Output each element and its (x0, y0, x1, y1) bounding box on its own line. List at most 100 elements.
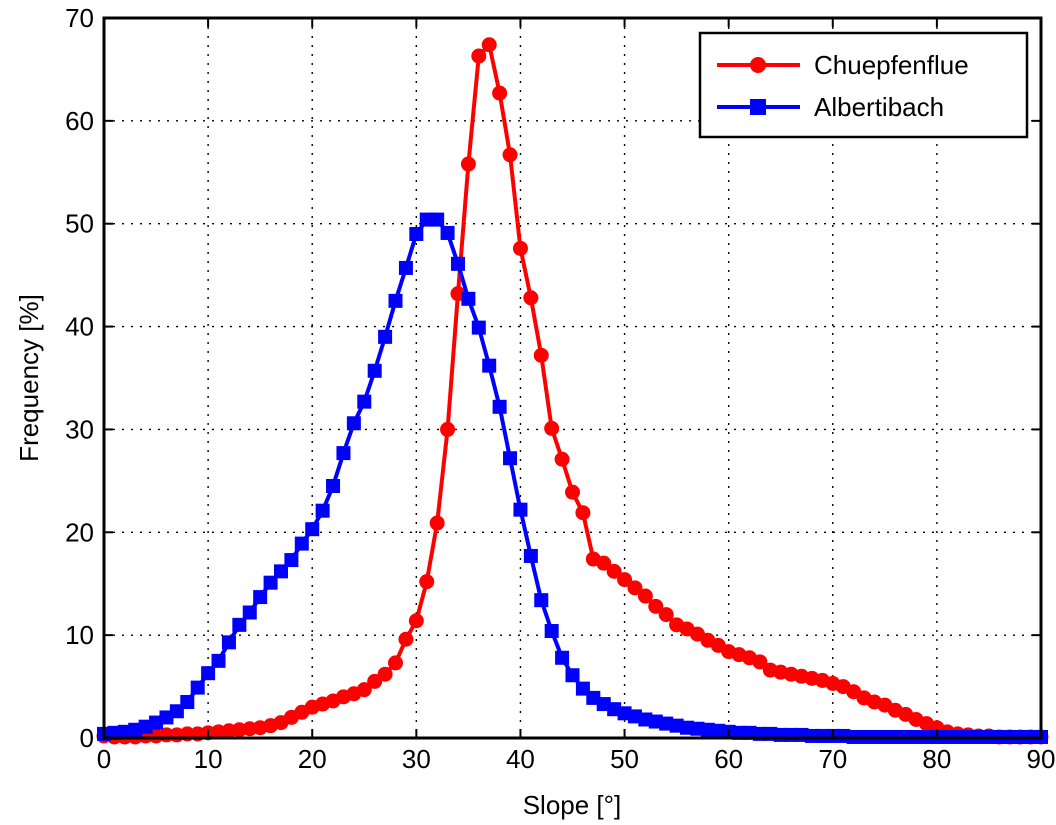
y-tick-label: 50 (65, 209, 94, 239)
data-point-chuepfenflue (648, 598, 664, 614)
data-point-albertibach (253, 590, 268, 605)
data-point-chuepfenflue (575, 505, 591, 521)
data-point-chuepfenflue (356, 682, 372, 698)
data-point-albertibach (461, 291, 476, 306)
data-point-chuepfenflue (440, 421, 456, 437)
data-point-albertibach (409, 227, 424, 241)
data-point-albertibach (378, 329, 393, 344)
data-point-albertibach (367, 363, 382, 378)
x-tick-label: 20 (298, 744, 327, 774)
data-point-albertibach (294, 536, 309, 551)
data-point-albertibach (357, 394, 372, 409)
data-point-albertibach (242, 605, 257, 620)
data-point-albertibach (388, 293, 403, 308)
data-point-chuepfenflue (408, 613, 424, 629)
legend-box (698, 31, 1029, 139)
y-tick-label: 70 (65, 3, 94, 33)
y-tick-label: 40 (65, 312, 94, 342)
x-tick-label: 30 (402, 744, 431, 774)
data-point-chuepfenflue (471, 48, 487, 64)
legend-label-albertibach: Albertibach (814, 92, 944, 122)
data-point-chuepfenflue (606, 563, 622, 579)
data-point-chuepfenflue (460, 156, 476, 172)
data-point-chuepfenflue (627, 580, 643, 596)
data-point-chuepfenflue (637, 588, 653, 604)
x-tick-label: 90 (1027, 744, 1056, 774)
tick-labels: 0 10 20 30 40 50 60 70 80 90 0 10 20 30 40 50 60 70 (65, 3, 1055, 774)
data-point-chuepfenflue (377, 666, 393, 682)
data-point-albertibach (513, 502, 528, 517)
data-point-albertibach (201, 666, 216, 681)
y-axis-label: Frequency [%] (14, 294, 44, 462)
legend: Chuepfenflue Albertibach (698, 31, 1029, 139)
data-point-albertibach (471, 320, 486, 335)
x-tick-label: 50 (610, 744, 639, 774)
data-point-chuepfenflue (481, 37, 497, 53)
data-point-chuepfenflue (367, 673, 383, 689)
x-tick-label: 10 (194, 744, 223, 774)
data-point-albertibach (221, 635, 236, 650)
data-point-albertibach (534, 593, 549, 608)
y-tick-label: 10 (65, 620, 94, 650)
data-point-albertibach (346, 416, 361, 431)
data-point-chuepfenflue (419, 574, 435, 590)
legend-marker-albertibach (750, 99, 766, 115)
data-point-chuepfenflue (523, 290, 539, 306)
data-point-albertibach (440, 225, 455, 240)
grid (104, 18, 1041, 738)
data-point-albertibach (190, 680, 205, 695)
data-point-chuepfenflue (554, 451, 570, 467)
series-layer (96, 37, 1049, 745)
data-point-albertibach (398, 260, 413, 275)
data-point-albertibach (263, 575, 278, 590)
data-point-albertibach (430, 212, 445, 227)
data-point-albertibach (503, 451, 518, 466)
data-point-albertibach (273, 564, 288, 579)
data-point-chuepfenflue (752, 654, 768, 670)
data-point-albertibach (565, 668, 580, 683)
data-point-albertibach (232, 617, 247, 632)
data-point-chuepfenflue (429, 515, 445, 531)
x-tick-label: 40 (506, 744, 535, 774)
data-point-albertibach (544, 624, 559, 639)
series-albertibach (97, 212, 1048, 744)
data-point-albertibach (555, 650, 570, 665)
data-point-albertibach (211, 653, 226, 668)
x-tick-label: 80 (922, 744, 951, 774)
series-chuepfenflue (96, 37, 1049, 745)
data-point-chuepfenflue (388, 655, 404, 671)
legend-marker-chuepfenflue (750, 57, 766, 73)
data-point-chuepfenflue (596, 555, 612, 571)
data-point-chuepfenflue (492, 85, 508, 101)
x-tick-label: 70 (818, 744, 847, 774)
data-point-albertibach (336, 446, 351, 461)
series-line-chuepfenflue (103, 42, 1041, 739)
data-point-chuepfenflue (512, 240, 528, 256)
data-point-albertibach (315, 503, 330, 518)
x-axis-label: Slope [°] (523, 790, 622, 820)
data-point-albertibach (180, 695, 195, 709)
data-point-chuepfenflue (398, 631, 414, 647)
axis-ticks (103, 17, 1042, 739)
data-point-albertibach (482, 358, 497, 373)
data-point-chuepfenflue (502, 147, 518, 163)
plot-frame (102, 16, 1043, 740)
y-tick-label: 0 (80, 723, 94, 753)
data-point-chuepfenflue (565, 484, 580, 500)
series-line-albertibach (103, 217, 1041, 739)
x-tick-label: 0 (97, 744, 111, 774)
data-point-albertibach (492, 399, 507, 414)
y-tick-label: 20 (65, 517, 94, 547)
data-point-chuepfenflue (658, 607, 674, 623)
y-tick-label: 30 (65, 414, 94, 444)
data-point-albertibach (305, 522, 320, 537)
data-point-albertibach (450, 256, 465, 271)
data-point-albertibach (326, 479, 341, 493)
data-point-chuepfenflue (617, 572, 633, 588)
legend-label-chuepfenflue: Chuepfenflue (814, 50, 969, 80)
data-point-chuepfenflue (533, 347, 549, 363)
y-tick-label: 60 (65, 106, 94, 136)
x-tick-label: 60 (714, 744, 743, 774)
data-point-albertibach (523, 548, 538, 563)
